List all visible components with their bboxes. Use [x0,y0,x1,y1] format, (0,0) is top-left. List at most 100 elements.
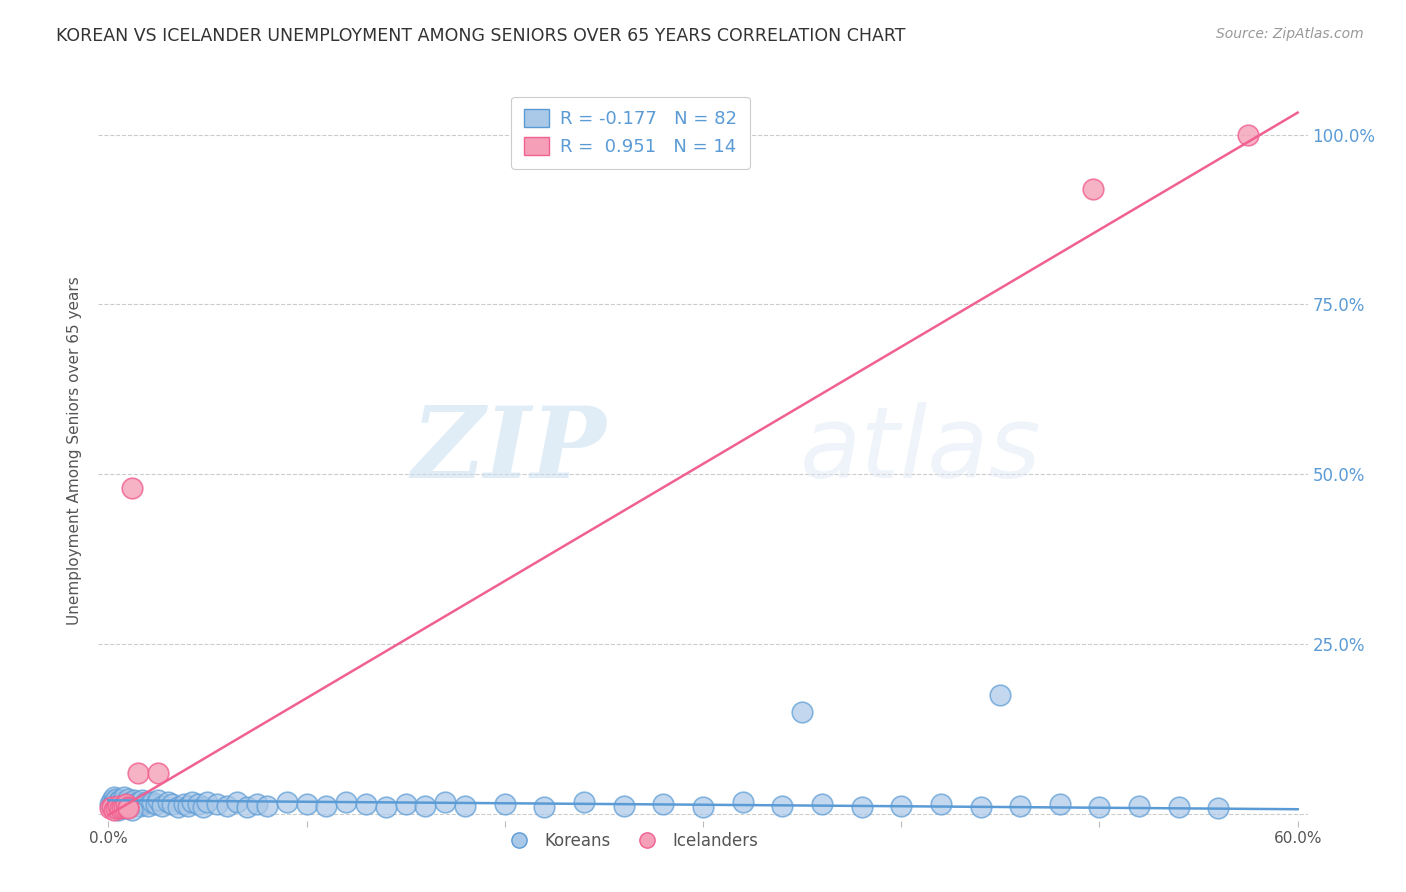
Point [790,705,813,719]
Point [135,795,157,809]
Point [731,795,754,809]
Point [173,797,195,811]
Point [121,795,143,809]
Point [117,800,139,814]
Point [186,797,208,811]
Point [315,798,337,813]
Point [146,766,169,780]
Point [890,798,912,813]
Point [103,795,125,809]
Point [335,795,357,809]
Point [110,801,132,815]
Point [101,798,124,813]
Point [107,798,129,813]
Point [136,798,159,813]
Point [110,797,132,811]
Point [811,797,834,811]
Point [107,798,129,813]
Point [226,795,249,809]
Point [111,795,134,809]
Point [1049,797,1071,811]
Point [112,801,135,815]
Point [246,797,269,811]
Point [1167,800,1189,814]
Point [395,797,418,811]
Point [494,797,516,811]
Point [131,793,153,807]
Point [374,800,396,814]
Point [105,801,128,815]
Point [454,798,477,813]
Point [354,797,377,811]
Point [105,792,128,806]
Point [111,800,134,814]
Point [121,803,143,817]
Point [533,800,555,814]
Point [613,798,636,813]
Point [276,795,298,809]
Point [180,795,202,809]
Point [572,795,595,809]
Point [117,792,139,806]
Point [145,797,167,811]
Point [652,797,675,811]
Point [1128,798,1150,813]
Point [146,793,169,807]
Point [129,798,152,813]
Point [434,795,457,809]
Point [112,797,135,811]
Point [1208,801,1230,815]
Point [101,800,124,814]
Point [217,798,239,813]
Point [112,798,135,813]
Point [98,801,121,815]
Point [107,804,129,818]
Point [851,800,873,814]
Point [115,798,138,813]
Point [112,789,135,804]
Point [256,798,278,813]
Point [1237,128,1260,142]
Point [115,797,138,811]
Point [141,795,163,809]
Point [117,801,139,815]
Point [176,798,198,813]
Point [105,797,128,811]
Text: Source: ZipAtlas.com: Source: ZipAtlas.com [1216,27,1364,41]
Point [166,800,188,814]
Point [1088,800,1111,814]
Point [988,688,1011,702]
Point [295,797,318,811]
Y-axis label: Unemployment Among Seniors over 65 years: Unemployment Among Seniors over 65 years [67,277,83,624]
Point [969,800,991,814]
Point [207,797,229,811]
Legend: Koreans, Icelanders: Koreans, Icelanders [496,825,765,856]
Point [110,793,132,807]
Point [1010,798,1032,813]
Point [103,804,125,818]
Point [193,800,215,814]
Point [929,797,952,811]
Point [107,795,129,809]
Text: KOREAN VS ICELANDER UNEMPLOYMENT AMONG SENIORS OVER 65 YEARS CORRELATION CHART: KOREAN VS ICELANDER UNEMPLOYMENT AMONG S… [56,27,905,45]
Text: atlas: atlas [800,402,1042,499]
Point [692,800,714,814]
Point [117,795,139,809]
Point [770,798,793,813]
Point [120,797,142,811]
Point [98,797,121,811]
Point [121,481,143,495]
Point [160,797,183,811]
Point [101,793,124,807]
Point [132,797,155,811]
Point [415,798,437,813]
Point [111,800,134,814]
Point [127,766,149,780]
Point [150,798,173,813]
Point [127,795,149,809]
Text: ZIP: ZIP [412,402,606,499]
Point [236,800,259,814]
Point [122,793,145,807]
Point [121,798,143,813]
Point [197,795,219,809]
